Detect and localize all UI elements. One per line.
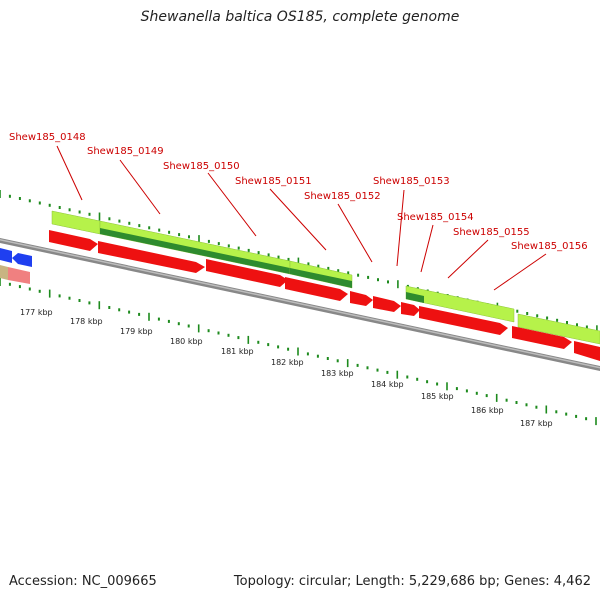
pink-feature: [8, 267, 30, 284]
cds-arrow: [350, 291, 373, 306]
accession-text: Accession: NC_009665: [9, 574, 157, 589]
kbp-label: 179 kbp: [120, 327, 153, 336]
kbp-label: 185 kbp: [421, 392, 454, 401]
kbp-label: 182 kbp: [271, 358, 304, 367]
genome-title: Shewanella baltica OS185, complete genom…: [140, 9, 460, 25]
gene-labels: Shew185_0148 Shew185_0149 Shew185_0150 S…: [9, 132, 588, 252]
cds-arrow: [98, 241, 205, 273]
cds-track: [49, 230, 600, 361]
cds-arrow: [419, 306, 508, 335]
blue-feature-arrow: [12, 253, 32, 267]
cds-arrow: [49, 230, 98, 251]
blue-feature: [0, 248, 12, 263]
gene-label: Shew185_0153: [373, 176, 450, 187]
label-leaders: [56, 145, 547, 291]
kbp-labels: 177 kbp 178 kbp 179 kbp 180 kbp 181 kbp …: [20, 308, 553, 428]
gene-label: Shew185_0150: [163, 161, 240, 172]
gene-bar: [517, 313, 600, 345]
cds-arrow: [401, 302, 420, 316]
gene-label: Shew185_0149: [87, 146, 164, 157]
cds-arrow: [206, 259, 288, 287]
gene-label: Shew185_0148: [9, 132, 86, 143]
kbp-label: 187 kbp: [520, 419, 553, 428]
cds-arrow: [574, 341, 600, 361]
topology-text: Topology: circular; Length: 5,229,686 bp…: [233, 574, 591, 589]
kbp-label: 180 kbp: [170, 337, 203, 346]
gene-label: Shew185_0152: [304, 191, 381, 202]
kbp-label: 181 kbp: [221, 347, 254, 356]
gene-bar: [51, 210, 101, 235]
gene-track: [51, 210, 600, 345]
cds-arrow: [512, 326, 572, 349]
gene-bar-dark: [290, 268, 352, 288]
genome-backbone-highlight: [0, 239, 600, 369]
gene-label: Shew185_0156: [511, 241, 588, 252]
tan-feature: [0, 265, 8, 280]
kbp-label: 186 kbp: [471, 406, 504, 415]
kbp-label: 184 kbp: [371, 380, 404, 389]
gene-bar-dark: [100, 228, 290, 274]
kbp-label: 177 kbp: [20, 308, 53, 317]
inner-tick-track: [0, 278, 597, 426]
gene-label: Shew185_0151: [235, 176, 312, 187]
gene-bar-dark: [406, 292, 424, 303]
kbp-label: 183 kbp: [321, 369, 354, 378]
kbp-label: 178 kbp: [70, 317, 103, 326]
cds-arrow: [285, 277, 348, 301]
gene-label: Shew185_0155: [453, 227, 530, 238]
cds-arrow: [373, 296, 401, 312]
outer-tick-track: [0, 190, 598, 334]
gene-label: Shew185_0154: [397, 212, 474, 223]
